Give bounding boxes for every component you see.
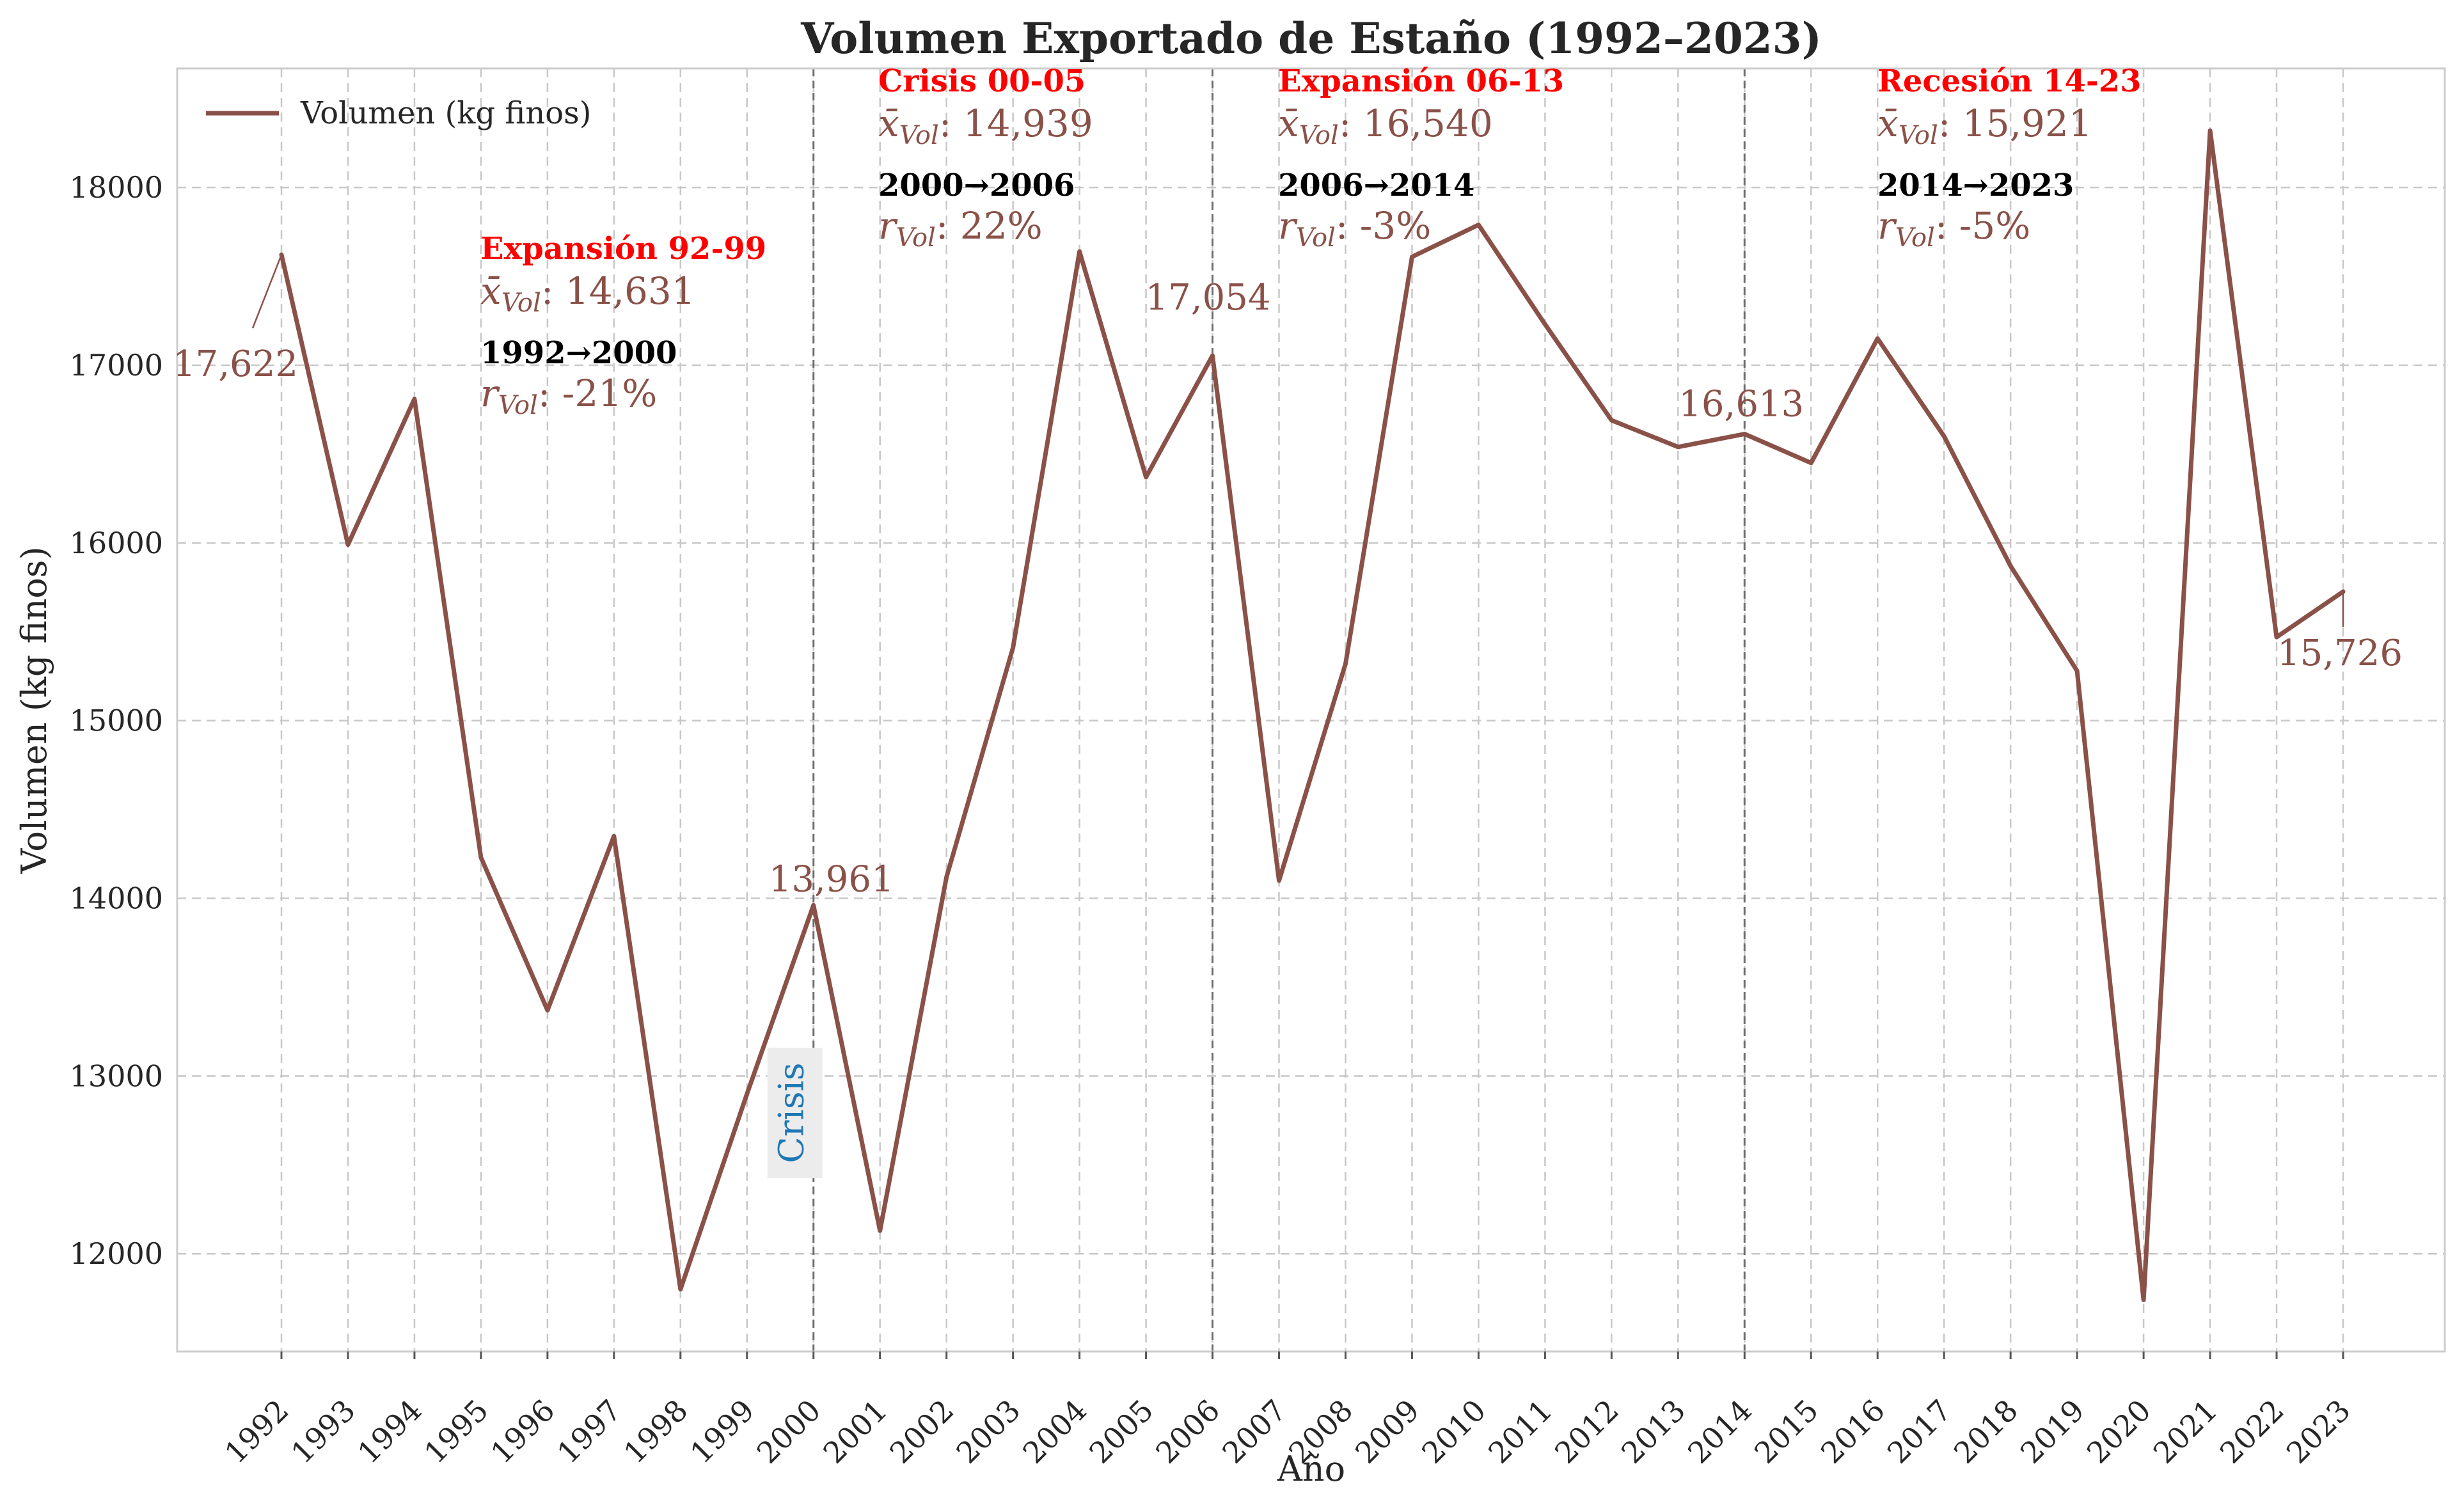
period-rate: rVol: -5%: [1877, 204, 2030, 253]
series-line-volumen: [279, 128, 2346, 1302]
point-label-leader: [251, 254, 283, 329]
y-tick-label: 18000: [70, 170, 163, 205]
y-tick-label: 13000: [70, 1059, 163, 1093]
period-rate: rVol: 22%: [878, 204, 1043, 253]
point-label: 17,622: [173, 343, 298, 385]
period-range: 1992→2000: [480, 335, 677, 371]
crisis-label-box: [767, 1048, 823, 1178]
period-stats-block: Recesión 14-23x̄Vol: 15,921 2014→2023rVol…: [1877, 63, 2142, 253]
period-rate: rVol: -21%: [480, 372, 657, 420]
period-mean: x̄Vol: 14,631: [480, 269, 695, 318]
period-stats-block: Expansión 06-13x̄Vol: 16,540 2006→2014rVo…: [1278, 63, 1564, 253]
period-range: 2000→2006: [878, 168, 1075, 203]
period-stats-block: Crisis 00-05x̄Vol: 14,939 2000→2006rVol: …: [878, 63, 1093, 253]
chart-title: Volumen Exportado de Estaño (1992–2023): [800, 13, 1822, 63]
annotation-text-layer: 17,622 13,961 17,054 16,613 15,726 Expansión …: [173, 63, 2403, 900]
legend-entry-label: Volumen (kg finos): [300, 95, 592, 131]
period-mean: x̄Vol: 15,921: [1877, 102, 2092, 150]
legend: Volumen (kg finos): [206, 95, 592, 131]
y-tick-label: 16000: [70, 526, 163, 560]
crisis-annotation: Crisis: [767, 1048, 823, 1178]
x-axis-label: Año: [1277, 1449, 1345, 1489]
plot-frame: [176, 67, 2446, 1353]
grid-layer: [177, 68, 2445, 1351]
period-name: Recesión 14-23: [1877, 63, 2142, 99]
period-stats-block: Expansión 92-99x̄Vol: 14,631 1992→2000rVo…: [480, 231, 766, 420]
crisis-label: Crisis: [771, 1062, 812, 1163]
y-tick-label: 14000: [70, 881, 163, 916]
period-name: Expansión 06-13: [1278, 63, 1564, 99]
y-tick-label: 15000: [70, 704, 163, 738]
period-name: Expansión 92-99: [480, 231, 766, 267]
period-dividers: [812, 68, 1746, 1351]
point-label: 13,961: [769, 858, 894, 900]
series-layer: [279, 128, 2346, 1302]
point-label: 16,613: [1678, 384, 1804, 425]
y-tick-label: 17000: [70, 348, 163, 382]
period-mean: x̄Vol: 16,540: [1278, 102, 1493, 150]
period-mean: x̄Vol: 14,939: [878, 102, 1093, 150]
y-axis-label: Volumen (kg finos): [14, 546, 54, 874]
period-name: Crisis 00-05: [878, 63, 1086, 99]
period-rate: rVol: -3%: [1278, 204, 1431, 253]
period-range: 2014→2023: [1877, 168, 2074, 203]
point-label: 15,726: [2277, 633, 2403, 674]
point-label: 17,054: [1146, 277, 1271, 319]
period-range: 2006→2014: [1278, 168, 1474, 203]
y-tick-label: 12000: [70, 1236, 163, 1271]
